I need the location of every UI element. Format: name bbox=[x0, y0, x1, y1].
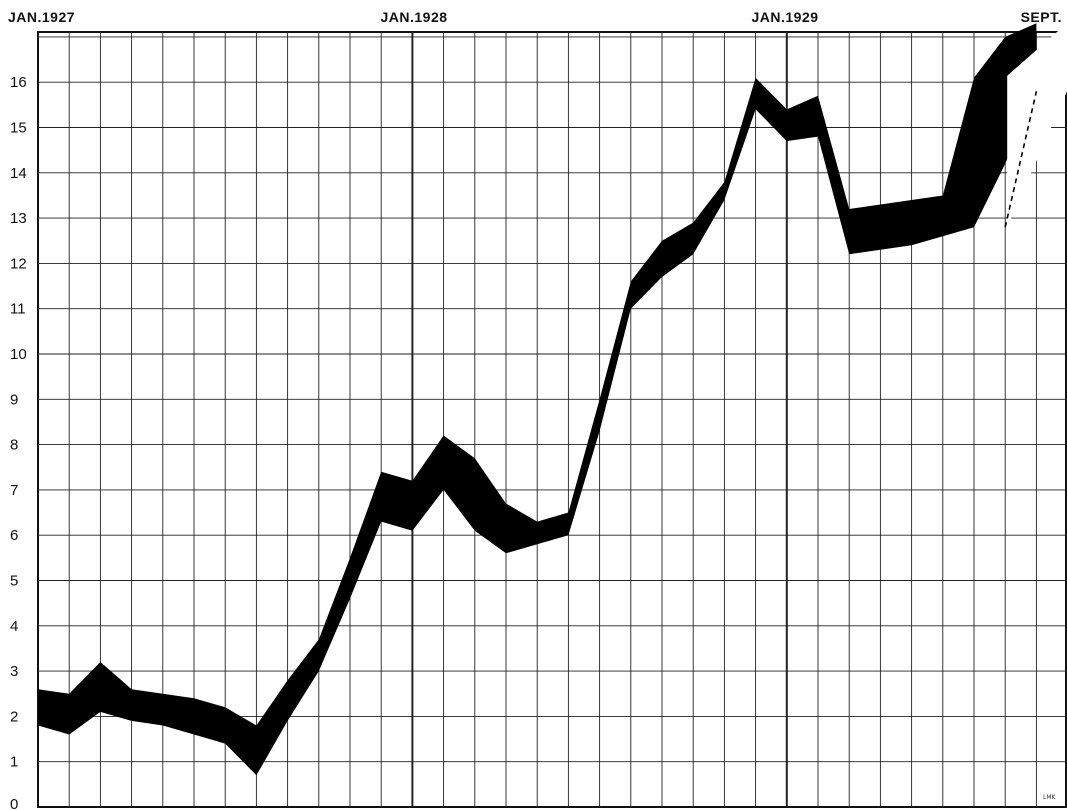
y-tick-label: 4 bbox=[10, 618, 18, 635]
y-tick-label: 15 bbox=[10, 120, 27, 137]
x-tick-label: SEPT. bbox=[1021, 9, 1062, 25]
y-tick-label: 7 bbox=[10, 482, 18, 499]
y-tick-label: 11 bbox=[10, 301, 26, 318]
signature-mark: LMK bbox=[1043, 794, 1057, 801]
y-tick-label: 5 bbox=[10, 573, 18, 590]
x-tick-label: JAN.1927 bbox=[8, 9, 75, 25]
dashed-layer bbox=[1004, 22, 1038, 228]
y-tick-label: 14 bbox=[10, 165, 27, 182]
x-tick-labels: JAN.1927 JAN.1928 JAN.1929 SEPT. bbox=[8, 9, 1062, 25]
dashed-extension-1 bbox=[1004, 22, 1038, 79]
y-tick-label: 10 bbox=[10, 346, 27, 363]
y-tick-label: 12 bbox=[10, 255, 27, 272]
y-tick-label: 2 bbox=[10, 708, 18, 725]
y-tick-label: 9 bbox=[10, 391, 18, 408]
grid bbox=[37, 31, 1067, 808]
y-tick-label: 0 bbox=[10, 796, 18, 810]
band-layer bbox=[38, 23, 1067, 776]
x-tick-label: JAN.1928 bbox=[380, 9, 447, 25]
y-tick-label: 1 bbox=[10, 754, 18, 771]
plot-frame bbox=[37, 31, 1067, 808]
x-tick-label: JAN.1929 bbox=[751, 9, 818, 25]
y-tick-label: 3 bbox=[10, 663, 18, 680]
y-tick-label: 13 bbox=[10, 210, 27, 227]
y-tick-label: 16 bbox=[10, 74, 27, 91]
y-tick-label: 8 bbox=[10, 437, 18, 454]
y-tick-label: 6 bbox=[10, 527, 18, 544]
trend-band bbox=[38, 23, 1037, 776]
